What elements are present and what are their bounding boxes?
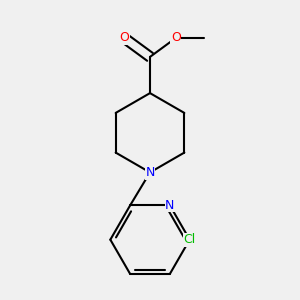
Text: O: O — [171, 32, 181, 44]
Text: Cl: Cl — [184, 233, 196, 246]
Text: N: N — [145, 166, 155, 179]
Text: O: O — [119, 32, 129, 44]
Text: N: N — [165, 199, 175, 212]
